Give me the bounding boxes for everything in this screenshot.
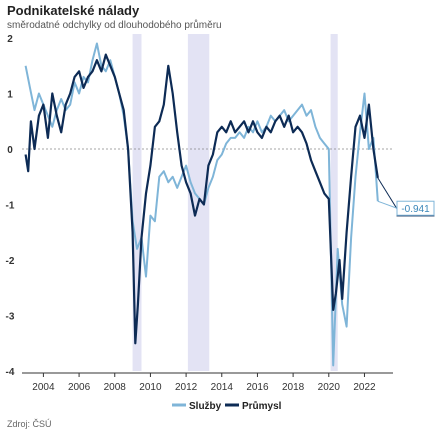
legend-label-prumysl: Průmysl	[242, 400, 282, 412]
x-tick-label: 2006	[68, 382, 91, 393]
x-tick-label: 2020	[318, 382, 341, 393]
recession-band	[330, 34, 338, 371]
end-label-connector-prumysl	[377, 177, 398, 210]
x-tick-label: 2012	[175, 382, 198, 393]
series-lines	[24, 42, 379, 367]
x-tick-label: 2022	[353, 382, 376, 393]
end-label-sluzby: -0.941	[401, 204, 430, 215]
y-tick-label: 1	[7, 90, 13, 101]
y-tick-label: -1	[6, 201, 15, 212]
y-tick-label: -4	[6, 367, 15, 378]
series-line-prumysl	[24, 53, 379, 345]
x-tick-label: 2016	[246, 382, 269, 393]
chart-subtitle: směrodatné odchylky od dlouhodobého prům…	[7, 20, 222, 31]
end-label-box-sluzby	[396, 200, 435, 216]
recession-bands	[132, 34, 338, 371]
y-tick-label: 0	[7, 145, 13, 156]
x-tick-label: 2004	[32, 382, 55, 393]
legend: Služby Průmysl	[172, 400, 282, 412]
y-tick-label: -3	[6, 312, 15, 323]
end-label-connector-sluzby	[377, 200, 398, 209]
y-axis: -4 -3 -2 -1 0 1 2	[6, 34, 15, 378]
end-labels: -0.521-0.941	[377, 177, 435, 217]
x-tick-label: 2018	[282, 382, 305, 393]
y-tick-label: 2	[7, 34, 13, 45]
x-tick-label: 2010	[139, 382, 162, 393]
source-note: Zdroj: ČSÚ	[7, 419, 52, 429]
chart-title: Podnikatelské nálady	[7, 3, 140, 18]
y-tick-label: -2	[6, 256, 15, 267]
x-tick-label: 2014	[211, 382, 234, 393]
x-axis: 2004 2006 2008 2010 2012 2014 2016 2018 2020 2022	[22, 372, 393, 393]
recession-band	[132, 34, 142, 371]
legend-label-sluzby: Služby	[189, 401, 222, 412]
x-tick-label: 2008	[104, 382, 127, 393]
